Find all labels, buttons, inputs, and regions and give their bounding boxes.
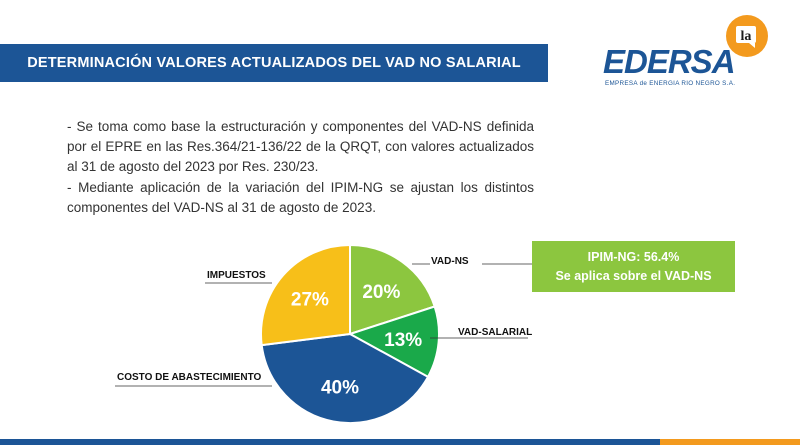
- paragraph-2: - Mediante aplicación de la variación de…: [67, 180, 534, 215]
- value-vad-salarial: 13%: [384, 330, 422, 351]
- logo-wordmark: EDERSA: [603, 43, 736, 80]
- value-costo-abastecimiento: 40%: [321, 377, 359, 398]
- slice-vad-salarial: [347, 305, 440, 379]
- value-impuestos: 27%: [291, 290, 329, 311]
- slice-costo-abastecimiento: [260, 332, 430, 424]
- slice-vad-ns: [349, 243, 436, 336]
- ipim-callout: IPIM-NG: 56.4% Se aplica sobre el VAD-NS: [532, 241, 735, 292]
- callout-line-2: Se aplica sobre el VAD-NS: [555, 268, 712, 283]
- slice-impuestos: [260, 243, 351, 347]
- label-vad-salarial: VAD-SALARIAL: [458, 327, 533, 338]
- callout-line-1: IPIM-NG: 56.4%: [587, 249, 680, 264]
- footer-accent: [660, 439, 800, 445]
- value-vad-ns: 20%: [362, 282, 400, 303]
- label-impuestos: IMPUESTOS: [207, 270, 266, 281]
- label-costo-abastecimiento: COSTO DE ABASTECIMIENTO: [117, 372, 262, 383]
- edersa-logo: EDERSA EMPRESA de ENERGIA RIO NEGRO S.A.: [603, 43, 736, 94]
- section-title-bar: DETERMINACIÓN VALORES ACTUALIZADOS DEL V…: [0, 44, 548, 82]
- la-badge-icon: la: [726, 15, 768, 57]
- paragraph-1: - Se toma como base la estructuración y …: [67, 119, 534, 174]
- label-vad-ns: VAD-NS: [431, 256, 469, 267]
- badge-text: la: [741, 29, 752, 44]
- logo-subtitle: EMPRESA de ENERGIA RIO NEGRO S.A.: [605, 80, 736, 87]
- section-title: DETERMINACIÓN VALORES ACTUALIZADOS DEL V…: [27, 55, 521, 71]
- footer-bar: [0, 439, 800, 445]
